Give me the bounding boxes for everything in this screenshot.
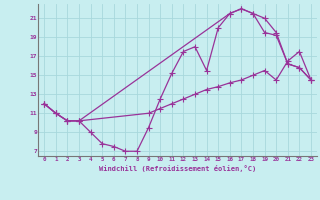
X-axis label: Windchill (Refroidissement éolien,°C): Windchill (Refroidissement éolien,°C) (99, 165, 256, 172)
